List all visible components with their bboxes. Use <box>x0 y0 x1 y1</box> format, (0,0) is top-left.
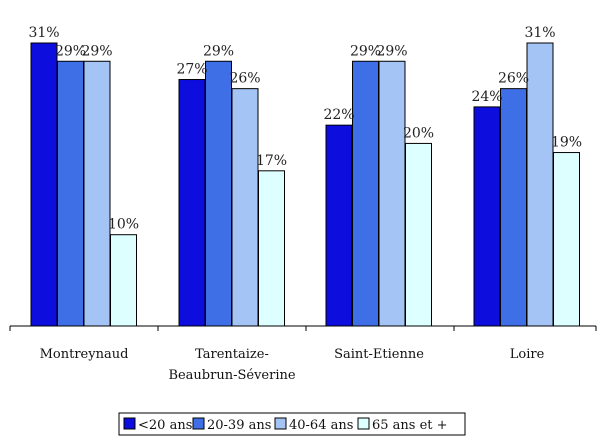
bar-3-3 <box>553 152 580 327</box>
data-label: 24% <box>471 89 502 105</box>
legend-label: 65 ans et + <box>372 418 448 433</box>
category-label: Montreynaud <box>40 347 129 362</box>
bar-0-3 <box>473 106 501 327</box>
chart-bars <box>30 42 580 327</box>
chart-axes <box>9 325 597 331</box>
bar-2-0 <box>83 60 111 327</box>
legend-swatch <box>123 417 136 430</box>
bar-1-3 <box>500 88 527 327</box>
data-label: 29% <box>203 43 234 59</box>
data-label: 29% <box>81 43 112 59</box>
category-label: Loire <box>510 347 545 362</box>
chart-category-labels: Montreynaud Tarentaize- Beaubrun-Séverine S… <box>40 347 545 383</box>
chart-value-labels: 31%27%22%24%29% 29% 29%26%29%26%29%31%10%1… <box>28 25 582 233</box>
data-label: 26% <box>498 71 529 87</box>
legend-label: <20 ans <box>138 418 192 433</box>
data-label: 31% <box>524 25 555 41</box>
bar-2-2 <box>378 60 406 327</box>
legend-box <box>118 412 466 436</box>
chart-legend: <20 ans 20-39 ans 40-64 ans 65 ans et + <box>118 412 466 436</box>
data-label: 29% <box>376 43 407 59</box>
bar-0-2 <box>325 124 353 327</box>
bar-1-2 <box>352 60 379 327</box>
bar-3-2 <box>405 142 432 327</box>
bar-1-1 <box>205 60 232 327</box>
category-label: Saint-Etienne <box>334 347 424 362</box>
bar-1-0 <box>57 60 84 327</box>
data-label: 31% <box>28 25 59 41</box>
bar-0-0 <box>30 42 58 327</box>
category-label: Beaubrun-Séverine <box>168 368 295 383</box>
category-label: Tarentaize- <box>195 347 269 362</box>
data-label: 29% <box>55 43 86 59</box>
data-label: 22% <box>323 107 354 123</box>
bar-3-1 <box>258 170 285 327</box>
bar-2-1 <box>231 88 259 327</box>
legend-swatch <box>192 417 205 430</box>
data-label: 19% <box>551 135 582 151</box>
data-label: 27% <box>176 62 207 78</box>
data-label: 26% <box>229 71 260 87</box>
bar-3-0 <box>110 234 137 327</box>
legend-swatch <box>274 417 287 430</box>
legend-label: 40-64 ans <box>289 418 353 433</box>
data-label: 17% <box>256 153 287 169</box>
data-label: 20% <box>403 125 434 141</box>
legend-swatch <box>357 417 370 430</box>
bar-2-3 <box>526 42 554 327</box>
data-label: 10% <box>108 217 139 233</box>
legend-label: 20-39 ans <box>207 418 271 433</box>
bar-0-1 <box>178 79 206 327</box>
data-label: 29% <box>350 43 381 59</box>
